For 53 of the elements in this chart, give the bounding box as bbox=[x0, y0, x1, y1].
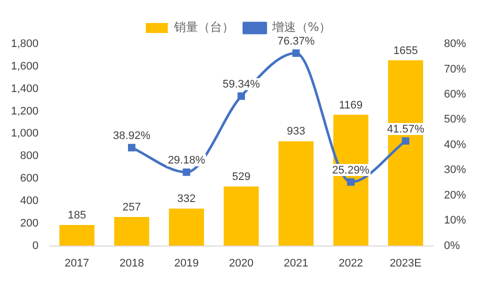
y2-tick-label: 60% bbox=[444, 88, 466, 100]
x-tick-label: 2019 bbox=[174, 257, 199, 270]
data-label: 257 bbox=[122, 202, 141, 214]
point bbox=[292, 49, 300, 57]
point bbox=[347, 178, 355, 186]
y2-tick-label: 0% bbox=[444, 240, 460, 252]
data-label: 185 bbox=[68, 210, 86, 222]
x-tick-label: 2021 bbox=[284, 257, 308, 270]
point bbox=[182, 168, 190, 176]
x-tick-label: 2018 bbox=[119, 257, 144, 270]
bar bbox=[59, 225, 94, 246]
data-label: 1169 bbox=[338, 99, 363, 112]
legend-label: 销量（台） bbox=[172, 20, 234, 34]
y-tick-label: 1,000 bbox=[10, 128, 39, 140]
y2-tick-label: 20% bbox=[444, 189, 466, 202]
bar bbox=[114, 216, 150, 246]
x-tick-label: 2022 bbox=[338, 257, 364, 270]
y-tick-label: 200 bbox=[20, 217, 39, 230]
bar bbox=[224, 186, 259, 246]
data-label: 933 bbox=[286, 126, 306, 138]
bar bbox=[388, 60, 424, 246]
data-label: 25.29% bbox=[332, 164, 370, 177]
y2-tick-label: 70% bbox=[444, 63, 466, 76]
y-tick-label: 1,400 bbox=[10, 82, 39, 95]
point bbox=[402, 137, 410, 145]
legend-label: 增速（%） bbox=[270, 20, 332, 34]
bar bbox=[278, 141, 314, 246]
y-tick-label: 800 bbox=[20, 150, 39, 162]
data-label: 41.57% bbox=[386, 123, 424, 136]
y2-tick-label: 10% bbox=[444, 214, 466, 227]
data-label: 332 bbox=[177, 193, 196, 206]
bar bbox=[168, 208, 204, 246]
y2-tick-label: 80% bbox=[444, 38, 466, 50]
y-tick-label: 600 bbox=[20, 172, 39, 185]
point bbox=[238, 92, 245, 100]
y2-tick-label: 40% bbox=[444, 138, 466, 151]
data-label: 59.34% bbox=[222, 78, 260, 91]
y-tick-label: 1,600 bbox=[10, 60, 39, 72]
x-tick-label: 2017 bbox=[64, 257, 90, 270]
y-tick-label: 1,800 bbox=[10, 38, 39, 50]
x-tick-label: 2020 bbox=[229, 257, 254, 270]
data-label: 29.18% bbox=[168, 154, 206, 167]
data-label: 1655 bbox=[393, 44, 418, 57]
x-tick-label: 2023E bbox=[390, 257, 422, 270]
data-label: 529 bbox=[232, 171, 250, 184]
y-tick-label: 0 bbox=[32, 240, 39, 252]
y2-tick-label: 50% bbox=[444, 114, 466, 126]
data-label: 38.92% bbox=[113, 130, 151, 142]
data-label: 76.37% bbox=[277, 36, 315, 48]
point bbox=[128, 144, 136, 152]
y-tick-label: 400 bbox=[20, 194, 39, 207]
y-tick-label: 1,200 bbox=[10, 105, 39, 118]
y2-tick-label: 30% bbox=[444, 164, 466, 176]
